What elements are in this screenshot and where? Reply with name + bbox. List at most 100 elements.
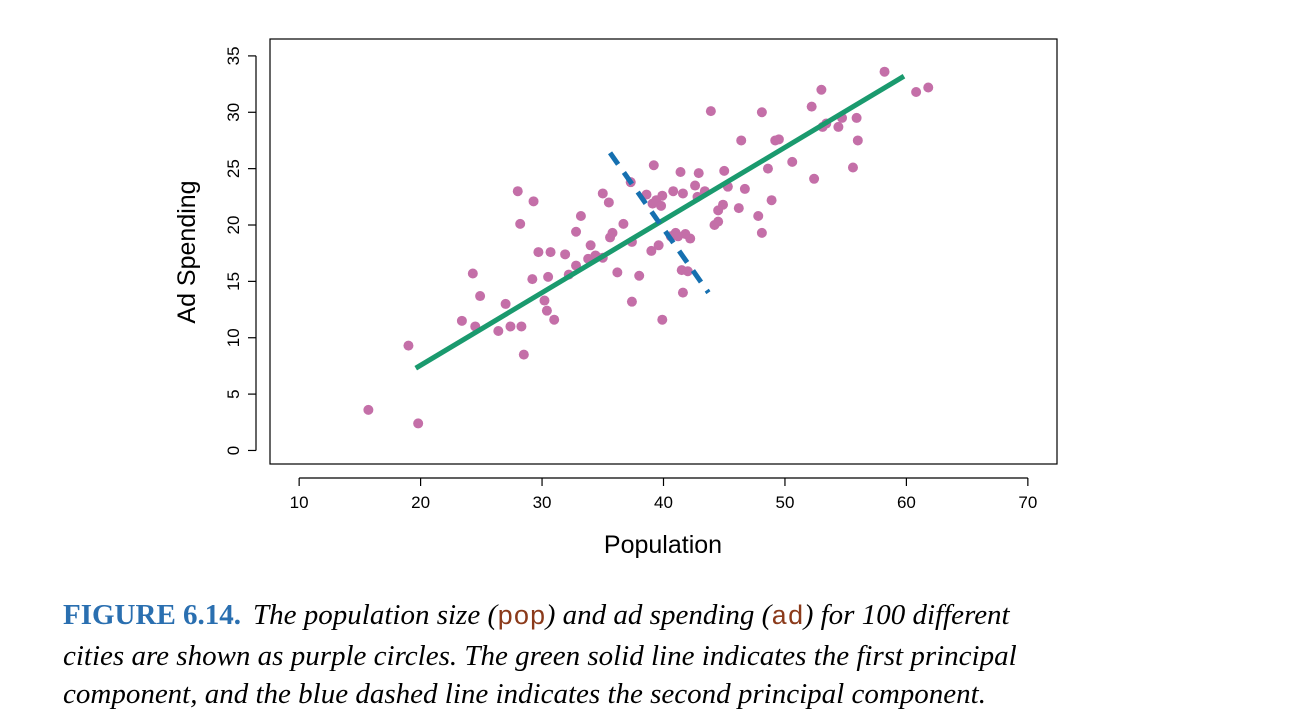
data-point [833,121,844,132]
x-axis-title: Population [604,531,722,559]
data-point [739,183,750,194]
data-point [685,233,696,244]
y-tick-label: 15 [224,272,243,291]
scatter-plot: 10 20 30 40 50 60 70 0 5 10 15 20 25 30 35 Population… [173,38,1058,559]
data-point [541,305,552,316]
data-point [528,196,539,207]
y-tick-label: 20 [224,216,243,235]
data-point [603,197,614,208]
data-point [518,349,529,360]
y-axis: 0 5 10 15 20 25 30 35 [224,46,257,455]
caption-line-2: cities are shown as purple circles. The … [63,640,1017,672]
data-point [690,180,701,191]
data-point [626,296,637,307]
data-point [682,266,693,277]
data-point [413,418,424,429]
data-point [648,160,659,171]
data-point [733,203,744,214]
data-point [852,135,863,146]
data-point [809,173,820,184]
data-point [575,210,586,221]
data-point [585,240,596,251]
y-tick-label: 5 [224,389,243,398]
caption-code-pop: pop [497,603,546,633]
caption-text: The population size ( [253,599,498,631]
data-point [512,186,523,197]
y-axis-title: Ad Spending [173,180,201,323]
data-point [571,226,582,237]
data-point [766,195,777,206]
data-point [719,165,730,176]
data-point [607,227,618,238]
principal-component-lines [414,74,906,371]
data-point [773,134,784,145]
data-point [718,199,729,210]
data-point [515,218,526,229]
data-point [736,135,747,146]
plot-frame [269,38,1058,465]
data-point [756,107,767,118]
caption-text: ) for 100 different [803,599,1010,631]
data-point [756,227,767,238]
x-tick-label: 10 [290,493,309,512]
x-tick-label: 70 [1018,493,1037,512]
y-tick-label: 25 [224,159,243,178]
data-point [657,314,668,325]
data-point [545,247,556,258]
data-point [911,86,922,97]
data-point [677,188,688,199]
data-point [456,315,467,326]
y-tick-label: 35 [224,46,243,65]
caption-code-ad: ad [771,603,804,633]
data-point [533,247,544,258]
data-point [847,162,858,173]
data-point [646,245,657,256]
data-point [363,404,374,415]
x-tick-label: 40 [654,493,673,512]
y-tick-label: 30 [224,103,243,122]
y-tick-label: 0 [224,446,243,455]
data-point [500,298,511,309]
data-point [560,249,571,260]
data-point [677,287,688,298]
data-point [923,82,934,93]
caption-line-3: component, and the blue dashed line indi… [63,678,986,710]
data-point [403,340,414,351]
data-point [806,101,817,112]
data-point [516,321,527,332]
data-point [549,314,560,325]
caption-line-1: FIGURE 6.14. The population size (pop) an… [63,596,1263,637]
data-point [543,271,554,282]
data-points [363,66,934,429]
data-point [705,106,716,117]
data-point [527,274,538,285]
x-tick-label: 50 [775,493,794,512]
data-point [657,190,668,201]
data-point [467,268,478,279]
data-point [762,163,773,174]
x-tick-label: 30 [533,493,552,512]
y-tick-label: 10 [224,328,243,347]
data-point [851,112,862,123]
data-point [634,270,645,281]
figure-caption: FIGURE 6.14. The population size (pop) an… [63,596,1263,713]
data-point [653,240,664,251]
data-point [656,200,667,211]
data-point [493,325,504,336]
data-point [713,216,724,227]
data-point [505,321,516,332]
data-point [753,210,764,221]
data-point [612,267,623,278]
data-point [693,168,704,179]
data-point [539,295,550,306]
second-principal-component-line [608,151,711,295]
data-point [879,66,890,77]
x-axis: 10 20 30 40 50 60 70 [290,477,1037,512]
data-point [618,218,629,229]
figure-label: FIGURE 6.14. [63,599,242,631]
data-point [475,291,486,302]
caption-text: ) and ad spending ( [545,599,772,631]
data-point [816,84,827,95]
data-point [675,167,686,178]
x-tick-label: 60 [897,493,916,512]
